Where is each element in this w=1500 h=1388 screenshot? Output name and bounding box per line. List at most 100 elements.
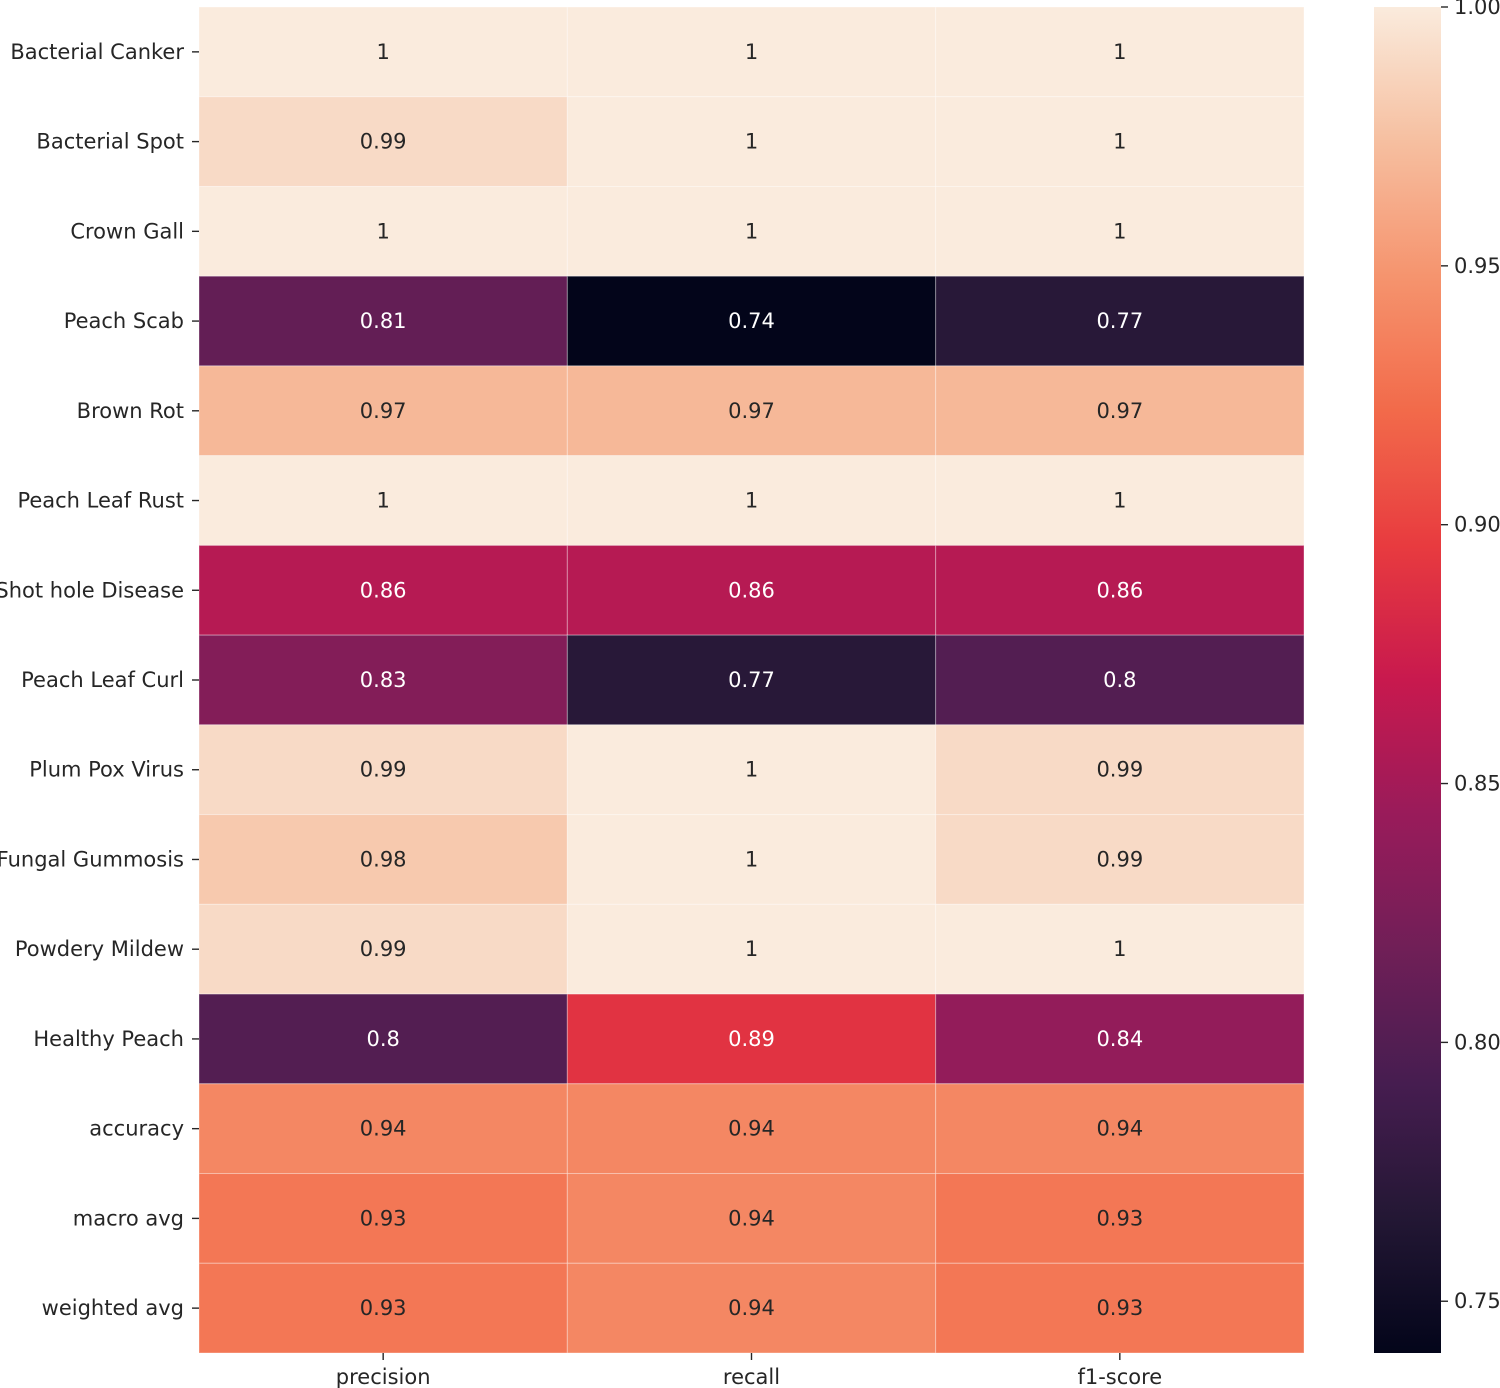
cell-value-label: 0.94 xyxy=(1096,1117,1143,1141)
row-tick-label: Bacterial Canker xyxy=(10,40,184,64)
cell-value-label: 0.97 xyxy=(728,399,775,423)
cell-value-label: 0.94 xyxy=(728,1206,775,1230)
heatmap-cell xyxy=(935,365,1305,457)
heatmap-cell xyxy=(198,634,568,726)
heatmap-cell xyxy=(566,1083,937,1175)
heatmap-cell xyxy=(566,814,937,905)
cell-value-label: 1 xyxy=(745,40,758,64)
colorbar-tick-label: 0.80 xyxy=(1454,1030,1500,1054)
cell-value-label: 0.94 xyxy=(360,1117,407,1141)
cell-value-label: 1 xyxy=(1113,489,1126,513)
heatmap-cell xyxy=(566,96,937,187)
heatmap-cell xyxy=(566,455,937,546)
heatmap-cell xyxy=(198,1262,568,1354)
heatmap-cell xyxy=(935,96,1305,187)
cell-value-label: 1 xyxy=(1113,130,1126,154)
cell-value-label: 1 xyxy=(745,489,758,513)
heatmap-cell xyxy=(566,634,937,726)
heatmap-cell xyxy=(566,365,937,457)
heatmap-cell xyxy=(198,993,568,1085)
heatmap-cell xyxy=(566,6,937,98)
cell-value-label: 0.94 xyxy=(728,1296,775,1320)
colorbar-tick-label: 0.75 xyxy=(1454,1289,1500,1313)
cell-value-label: 1 xyxy=(376,489,389,513)
heatmap-cell xyxy=(566,724,937,816)
colorbar-tick-label: 0.85 xyxy=(1454,772,1500,796)
cell-value-label: 1 xyxy=(745,847,758,871)
row-tick-label: Healthy Peach xyxy=(33,1027,184,1051)
cell-value-label: 1 xyxy=(745,219,758,243)
row-tick-label: Crown Gall xyxy=(70,219,184,243)
row-tick-label: Fungal Gummosis xyxy=(0,847,184,871)
row-tick-label: Powdery Mildew xyxy=(15,937,184,961)
heatmap-cell xyxy=(935,185,1305,277)
cell-value-label: 0.83 xyxy=(360,668,407,692)
cell-value-label: 0.8 xyxy=(1103,668,1136,692)
cell-value-label: 0.86 xyxy=(360,578,407,602)
heatmap-cell xyxy=(935,903,1305,995)
row-tick-label: Bacterial Spot xyxy=(36,130,184,154)
cell-value-label: 0.93 xyxy=(360,1296,407,1320)
heatmap-cell xyxy=(566,275,937,367)
cell-value-label: 0.99 xyxy=(1096,758,1143,782)
colorbar-ticks: 0.75 0.80 0.85 0.90 0.95 1.00 xyxy=(1441,0,1500,1313)
cell-value-label: 0.97 xyxy=(1096,399,1143,423)
heatmap-cell xyxy=(935,1083,1305,1175)
cell-value-label: 0.93 xyxy=(1096,1296,1143,1320)
heatmap-cell xyxy=(935,814,1305,905)
heatmap-cell xyxy=(198,96,568,187)
heatmap-cells: 1 1 10.99 1 11 1 10.81 0.74 0.770.97 0.97 0.971 1 10… xyxy=(198,6,1305,1354)
row-tick-label: Brown Rot xyxy=(77,399,184,423)
colorbar-tick-label: 1.00 xyxy=(1454,0,1500,19)
colorbar-tick-label: 0.95 xyxy=(1454,254,1500,278)
cell-value-label: 0.98 xyxy=(360,847,407,871)
heatmap-cell xyxy=(935,634,1305,726)
cell-value-label: 1 xyxy=(376,219,389,243)
heatmap-cell xyxy=(198,544,568,636)
cell-value-label: 1 xyxy=(745,130,758,154)
heatmap-cell xyxy=(566,544,937,636)
colorbar-tick-label: 0.90 xyxy=(1454,513,1500,537)
cell-value-label: 0.99 xyxy=(360,758,407,782)
heatmap-cell xyxy=(935,455,1305,546)
cell-value-label: 0.84 xyxy=(1096,1027,1143,1051)
heatmap-cell xyxy=(935,724,1305,816)
heatmap-cell xyxy=(198,6,568,98)
heatmap-cell xyxy=(198,814,568,905)
column-tick-label: recall xyxy=(723,1365,780,1388)
cell-value-label: 0.99 xyxy=(1096,847,1143,871)
cell-value-label: 0.99 xyxy=(360,937,407,961)
row-tick-label: weighted avg xyxy=(42,1296,184,1320)
heatmap-cell xyxy=(566,993,937,1085)
row-tick-label: accuracy xyxy=(89,1117,184,1141)
heatmap-cell xyxy=(935,993,1305,1085)
colorbar-bar xyxy=(1374,7,1441,1353)
row-tick-label: Shot hole Disease xyxy=(0,578,184,602)
column-tick-label: precision xyxy=(336,1365,431,1388)
cell-value-label: 1 xyxy=(1113,40,1126,64)
heatmap-cell xyxy=(935,6,1305,98)
cell-value-label: 0.93 xyxy=(1096,1206,1143,1230)
cell-value-label: 1 xyxy=(376,40,389,64)
heatmap-cell xyxy=(566,1262,937,1354)
cell-value-label: 0.89 xyxy=(728,1027,775,1051)
cell-value-label: 0.8 xyxy=(366,1027,399,1051)
cell-value-label: 1 xyxy=(1113,937,1126,961)
heatmap-cell xyxy=(935,275,1305,367)
heatmap-cell xyxy=(198,903,568,995)
row-tick-label: Plum Pox Virus xyxy=(29,758,184,782)
row-tick-labels: Bacterial Canker Bacterial Spot Crown Gall… xyxy=(0,40,199,1320)
column-tick-label: f1-score xyxy=(1077,1365,1162,1388)
row-tick-label: macro avg xyxy=(73,1206,184,1230)
heatmap-cell xyxy=(198,365,568,457)
heatmap-cell xyxy=(935,1262,1305,1354)
cell-value-label: 0.77 xyxy=(1096,309,1143,333)
heatmap-cell xyxy=(198,275,568,367)
cell-value-label: 0.93 xyxy=(360,1206,407,1230)
heatmap-cell xyxy=(566,185,937,277)
cell-value-label: 0.97 xyxy=(360,399,407,423)
column-tick-labels: precision recall f1-score xyxy=(336,1353,1162,1388)
heatmap-cell xyxy=(566,1173,937,1264)
cell-value-label: 1 xyxy=(745,937,758,961)
